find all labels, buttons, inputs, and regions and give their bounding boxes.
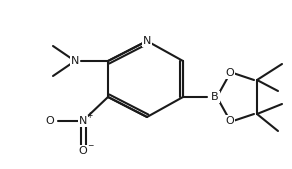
Text: O: O	[226, 68, 234, 78]
Text: N: N	[79, 116, 87, 126]
Text: N: N	[71, 56, 79, 66]
Text: B: B	[211, 92, 219, 102]
Text: N: N	[143, 36, 151, 46]
Text: O: O	[79, 146, 87, 156]
Text: O: O	[46, 116, 54, 126]
Text: O: O	[226, 116, 234, 126]
Text: +: +	[86, 111, 92, 119]
Text: −: −	[87, 141, 93, 151]
